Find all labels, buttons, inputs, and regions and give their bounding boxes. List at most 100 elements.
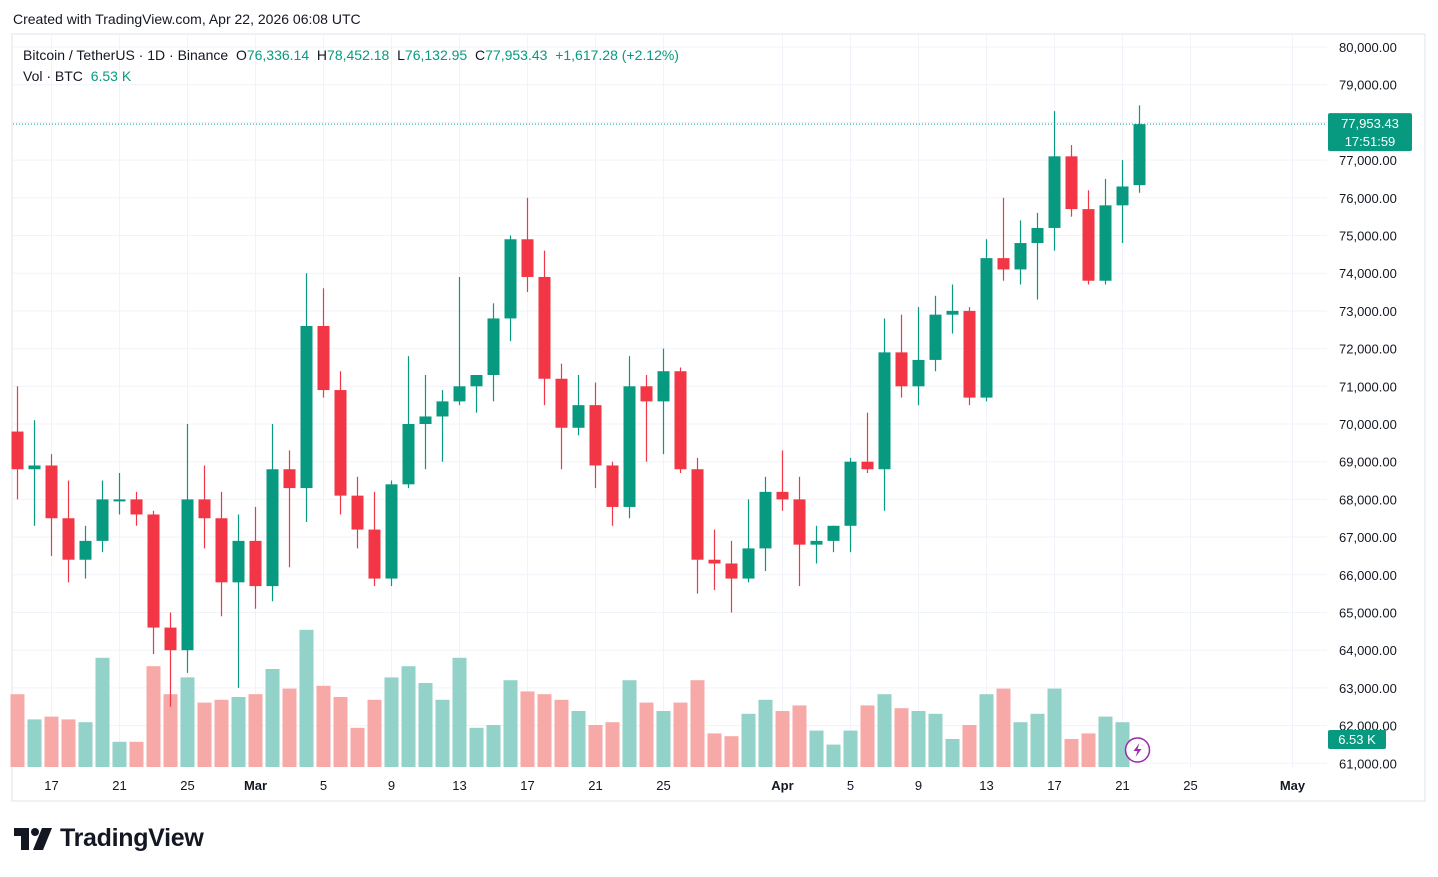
volume-bar <box>996 688 1011 767</box>
x-tick-label: 17 <box>1047 778 1061 793</box>
candle-body <box>895 352 908 387</box>
volume-bar <box>27 719 42 767</box>
close-label: C <box>475 47 486 63</box>
volume-bar <box>707 733 722 767</box>
y-tick-label: 80,000.00 <box>1339 40 1397 55</box>
tradingview-brand-text: TradingView <box>60 824 204 852</box>
volume-bar <box>180 677 195 767</box>
volume-bar <box>554 699 569 767</box>
volume-bar <box>503 680 518 767</box>
candle-body <box>317 325 330 391</box>
candle-body <box>674 371 687 470</box>
candle-body <box>810 540 823 545</box>
candle-body <box>62 518 75 560</box>
volume-bar <box>962 725 977 767</box>
candle-body <box>640 386 653 402</box>
open-label: O <box>235 47 247 63</box>
chart-frame <box>11 33 1426 802</box>
y-tick-label: 70,000.00 <box>1339 417 1397 432</box>
x-tick-label: 25 <box>180 778 194 793</box>
candle-body <box>657 371 670 402</box>
volume-bar <box>418 683 433 767</box>
candle-body <box>776 491 789 500</box>
volume-bar <box>129 741 144 767</box>
volume-bar <box>1047 688 1062 767</box>
candle-body <box>300 325 313 489</box>
candle-body <box>759 491 772 549</box>
y-tick-label: 76,000.00 <box>1339 191 1397 206</box>
volume-bar <box>197 702 212 767</box>
candle-body <box>997 258 1010 270</box>
volume-bar <box>741 713 756 767</box>
x-tick-label: May <box>1280 778 1306 793</box>
price-tag-value: 77,953.43 <box>1341 116 1399 131</box>
candle-body <box>232 540 245 583</box>
close-value: 77,953.43 <box>485 47 548 63</box>
volume-bar <box>316 685 331 767</box>
y-tick-label: 77,000.00 <box>1339 153 1397 168</box>
candle-body <box>1048 156 1061 228</box>
volume-bar <box>894 708 909 767</box>
volume-bar <box>299 629 314 767</box>
volume-bar <box>605 722 620 767</box>
volume-bar <box>469 727 484 767</box>
volume-bar <box>945 739 960 767</box>
candle-body <box>215 518 228 583</box>
low-value: 76,132.95 <box>404 47 468 63</box>
y-tick-label: 66,000.00 <box>1339 568 1397 583</box>
volume-bar <box>265 669 280 767</box>
candle-body <box>198 499 211 519</box>
y-tick-label: 63,000.00 <box>1339 681 1397 696</box>
candle-body <box>861 461 874 470</box>
candle-body <box>606 465 619 507</box>
volume-bar <box>214 699 229 767</box>
volume-bar <box>775 711 790 767</box>
y-tick-label: 61,000.00 <box>1339 756 1397 771</box>
candle-body <box>164 627 177 651</box>
volume-bar <box>1064 739 1079 767</box>
x-tick-label: Mar <box>244 778 267 793</box>
volume-bar <box>350 727 365 767</box>
x-tick-label: 17 <box>520 778 534 793</box>
candle-body <box>266 469 279 587</box>
candle-body <box>1116 186 1129 206</box>
candle-body <box>96 499 109 541</box>
tradingview-logo[interactable]: TradingView <box>14 824 204 853</box>
y-tick-label: 64,000.00 <box>1339 643 1397 658</box>
x-tick-label: 25 <box>1183 778 1197 793</box>
candle-body <box>453 386 466 402</box>
y-tick-label: 71,000.00 <box>1339 379 1397 394</box>
candle-body <box>487 318 500 375</box>
price-tag <box>1328 113 1412 152</box>
x-tick-label: 13 <box>979 778 993 793</box>
candle-body <box>1099 205 1112 281</box>
candle-body <box>368 529 381 579</box>
candle-body <box>283 469 296 489</box>
volume-bar <box>877 694 892 767</box>
y-tick-label: 69,000.00 <box>1339 455 1397 470</box>
candle-body <box>504 239 517 319</box>
candle-body <box>419 416 432 424</box>
volume-bar <box>571 711 586 767</box>
symbol-label[interactable]: Bitcoin / TetherUS · 1D · Binance <box>23 47 229 63</box>
volume-bar <box>979 694 994 767</box>
chart-legend: Bitcoin / TetherUS · 1D · Binance O76,33… <box>23 45 679 87</box>
volume-bar <box>1030 713 1045 767</box>
volume-label[interactable]: Vol · BTC <box>23 68 83 84</box>
volume-bar <box>809 730 824 767</box>
volume-bar <box>1081 733 1096 767</box>
x-tick-label: 13 <box>452 778 466 793</box>
volume-bar <box>452 657 467 767</box>
low-label: L <box>397 47 405 63</box>
candle-body <box>555 378 568 428</box>
x-tick-label: 5 <box>847 778 854 793</box>
volume-bar <box>112 741 127 767</box>
candle-body <box>538 276 551 379</box>
x-tick-label: 5 <box>320 778 327 793</box>
price-tag-countdown: 17:51:59 <box>1345 134 1396 149</box>
y-tick-label: 74,000.00 <box>1339 266 1397 281</box>
volume-bar <box>44 716 59 767</box>
y-tick-label: 62,000.00 <box>1339 719 1397 734</box>
volume-bar <box>435 699 450 767</box>
